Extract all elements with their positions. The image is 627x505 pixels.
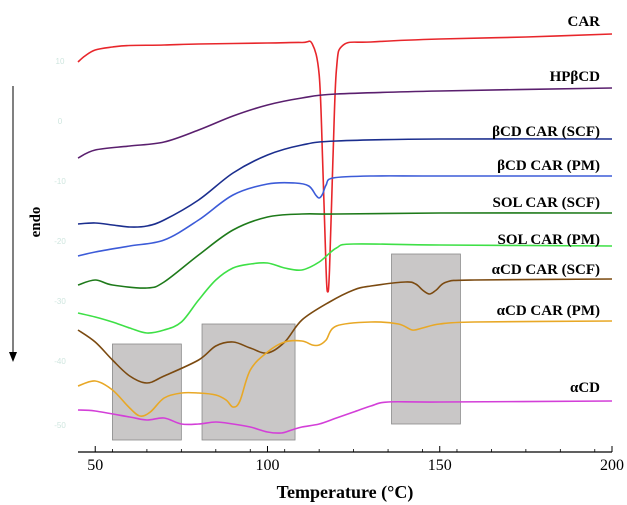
series-line [77, 278, 613, 384]
series-line [77, 175, 612, 257]
endo-label: endo [28, 207, 44, 238]
series-label: αCD [570, 380, 600, 396]
faint-axis-labels: 10 0 -10 -20 -30 -40 -50 [54, 57, 66, 430]
x-axis-ticks: 50 100 150 200 [87, 446, 624, 474]
highlight-boxes [112, 253, 461, 441]
series-lines [77, 33, 613, 434]
series-label: αCD CAR (PM) [497, 303, 600, 319]
series-line [77, 243, 613, 334]
series-label: βCD CAR (PM) [497, 158, 600, 174]
x-axis-title: Temperature (°C) [277, 482, 414, 503]
series-line [77, 212, 613, 289]
series-line [77, 87, 613, 159]
faint-label: -20 [54, 237, 66, 246]
series-label: HPβCD [550, 69, 601, 85]
series-label: CAR [568, 14, 601, 30]
faint-label: -40 [54, 357, 66, 366]
faint-label: -50 [54, 421, 66, 430]
faint-label: 0 [58, 117, 63, 126]
x-tick-label: 150 [428, 457, 452, 474]
series-label: αCD CAR (SCF) [492, 262, 600, 278]
series-line [77, 320, 613, 417]
series-label: SOL CAR (PM) [498, 232, 601, 248]
series-line [77, 138, 613, 228]
faint-label: 10 [56, 57, 65, 66]
endo-arrow-head [9, 352, 17, 362]
highlight-box [112, 343, 182, 441]
faint-label: -10 [54, 177, 66, 186]
highlight-box [391, 253, 461, 425]
x-tick-label: 100 [255, 457, 279, 474]
series-line [77, 400, 613, 434]
series-label: βCD CAR (SCF) [492, 124, 600, 140]
series-labels: CAR HPβCD βCD CAR (SCF) βCD CAR (PM) SOL CAR… [492, 14, 601, 396]
series-label: SOL CAR (SCF) [492, 195, 600, 211]
x-tick-label: 50 [87, 457, 103, 474]
x-tick-label: 200 [600, 457, 624, 474]
endo-indicator: endo [9, 86, 44, 362]
series-line [77, 33, 613, 293]
faint-label: -30 [54, 297, 66, 306]
